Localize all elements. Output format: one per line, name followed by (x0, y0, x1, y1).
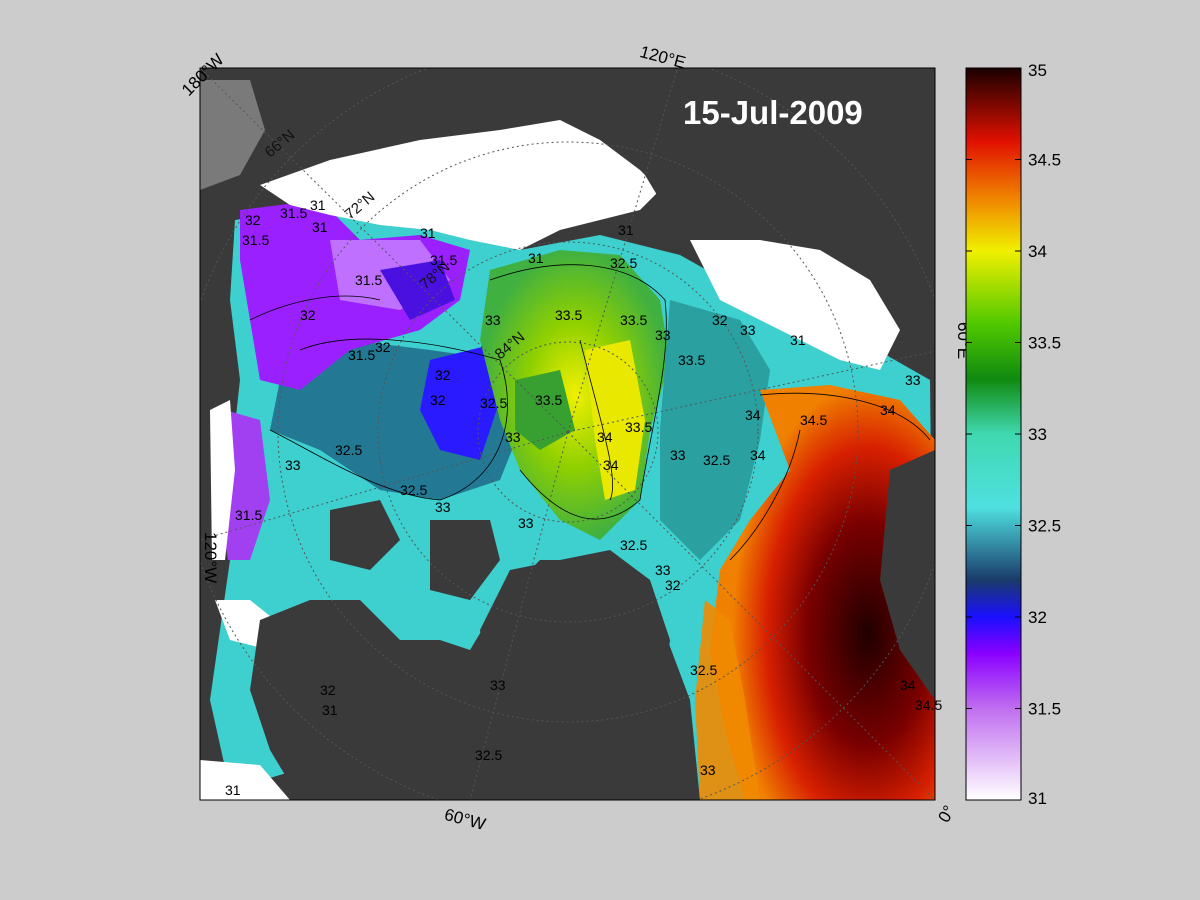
lon-label-0: 0° (934, 802, 959, 826)
eastern-teal-band (660, 300, 770, 560)
central-yellow-region (585, 340, 645, 500)
lon-label-60w: 60°W (442, 805, 487, 834)
contour-value-label: 33.5 (535, 392, 562, 408)
map-panel (200, 68, 935, 800)
contour-value-label: 31.5 (280, 205, 307, 221)
contour-value-label: 33 (655, 562, 671, 578)
map-frame (199, 67, 936, 801)
light-land-patch (200, 80, 265, 190)
contour-value-label: 32.5 (703, 452, 730, 468)
contour-value-label: 31.5 (242, 232, 269, 248)
colorbar-tick-label: 32 (1028, 608, 1047, 627)
contour-value-label: 31.5 (235, 507, 262, 523)
contour-value-label: 33.5 (555, 307, 582, 323)
archipelago-island-2 (330, 500, 400, 570)
colorbar-ticks: 35 34.5 34 33.5 33 32.5 32 31.5 31 (966, 61, 1061, 808)
contour-value-label: 33.5 (625, 419, 652, 435)
contour-value-label: 33 (518, 515, 534, 531)
contour-lines (249, 264, 931, 561)
contour-value-label: 33 (740, 322, 756, 338)
contour-value-label: 32 (375, 339, 391, 355)
contour-value-label: 33 (700, 762, 716, 778)
contour-value-label: 33.5 (620, 312, 647, 328)
scandinavia-landmass (880, 450, 935, 700)
siberia-landmass (600, 68, 935, 310)
contour-value-label: 32 (320, 682, 336, 698)
contour-value-label: 31 (322, 702, 338, 718)
low-salinity-indigo-patch (380, 260, 455, 320)
colorbar-tick-label: 31.5 (1028, 700, 1061, 719)
contour-value-label: 33 (655, 327, 671, 343)
contour-value-label: 31 (790, 332, 806, 348)
contour-value-label: 31 (528, 250, 544, 266)
colorbar-tick-label: 34 (1028, 242, 1047, 261)
sea-ice-east (690, 240, 900, 370)
canadian-archipelago-land (250, 600, 420, 800)
contour-value-label: 32.5 (400, 482, 427, 498)
contour-value-label: 32 (300, 307, 316, 323)
contour-value-label: 33 (505, 429, 521, 445)
contour-value-label: 32 (435, 367, 451, 383)
colorbar: 35 34.5 34 33.5 33 32.5 32 31.5 31 (965, 61, 1061, 808)
contour-value-label: 34.5 (915, 697, 942, 713)
graticule (200, 68, 935, 800)
colorbar-tick-label: 34.5 (1028, 151, 1061, 170)
contour-value-label: 31.5 (430, 252, 457, 268)
contour-value-label: 32.5 (610, 255, 637, 271)
colorbar-tick-label: 35 (1028, 61, 1047, 80)
contour-value-label: 34 (597, 429, 613, 445)
contour-value-label: 33 (490, 677, 506, 693)
contour-value-label: 33 (485, 312, 501, 328)
greenland-landmass (480, 550, 670, 800)
contour-value-label: 32.5 (480, 395, 507, 411)
sea-ice-patch-bottom-left (200, 760, 290, 800)
contour-value-label: 34 (880, 402, 896, 418)
contour-value-label: 32.5 (620, 537, 647, 553)
central-dark-green-patch (515, 370, 575, 450)
contour-value-label: 31.5 (355, 272, 382, 288)
contour-value-label: 32 (665, 577, 681, 593)
contour-value-label: 32 (712, 312, 728, 328)
contour-value-label: 31 (310, 197, 326, 213)
contour-value-label: 32 (430, 392, 446, 408)
contour-value-label: 34 (603, 457, 619, 473)
contour-value-label: 33.5 (678, 352, 705, 368)
archipelago-island (430, 520, 500, 600)
contour-value-label: 34 (900, 677, 916, 693)
atlantic-high-salinity-region (710, 385, 935, 800)
contour-value-label: 33 (435, 499, 451, 515)
contour-value-label: 32.5 (475, 747, 502, 763)
atlantic-orange-margin (695, 600, 760, 800)
contour-value-label: 32.5 (690, 662, 717, 678)
colorbar-tick-label: 32.5 (1028, 517, 1061, 536)
contour-value-label: 34.5 (800, 412, 827, 428)
contour-value-label: 31 (420, 225, 436, 241)
contour-value-label: 33 (905, 372, 921, 388)
date-label: 15-Jul-2009 (683, 94, 863, 131)
lon-label-120w: 120°W (201, 532, 220, 583)
colorbar-tick-label: 33.5 (1028, 334, 1061, 353)
contour-value-label: 34 (750, 447, 766, 463)
colorbar-tick-label: 31 (1028, 789, 1047, 808)
contour-value-label: 34 (745, 407, 761, 423)
colorbar-gradient (965, 67, 1022, 801)
contour-value-label: 33 (285, 457, 301, 473)
sea-ice-west (210, 400, 235, 560)
contour-value-label: 33 (670, 447, 686, 463)
contour-value-label: 31.5 (348, 347, 375, 363)
low-salinity-blue-region (420, 345, 500, 460)
colorbar-tick-label: 33 (1028, 425, 1047, 444)
contour-value-label: 31 (225, 782, 241, 798)
sea-ice-region (260, 120, 660, 250)
contour-value-label: 32 (245, 212, 261, 228)
contour-value-label: 31 (618, 222, 634, 238)
contour-value-label: 32.5 (335, 442, 362, 458)
contour-value-label: 31 (312, 219, 328, 235)
